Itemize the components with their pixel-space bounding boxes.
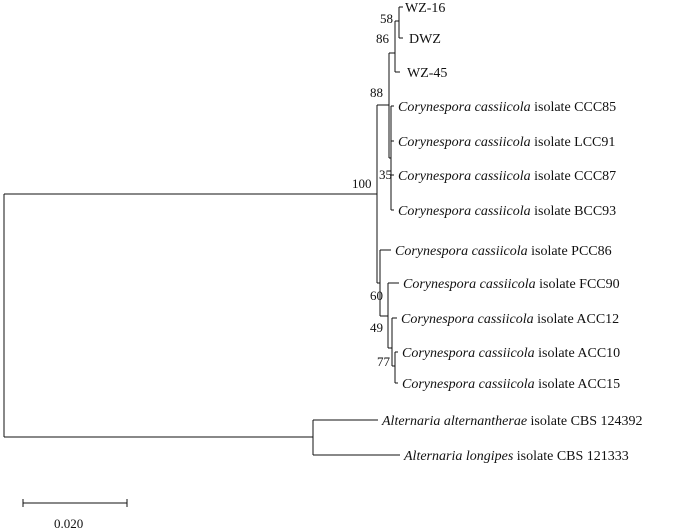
support-value: 49: [370, 320, 383, 335]
support-value: 60: [370, 288, 383, 303]
taxon-label-pcc86: Corynespora cassiicola isolate PCC86: [395, 244, 612, 259]
support-value: 35: [379, 167, 392, 182]
taxon-label-acc12: Corynespora cassiicola isolate ACC12: [401, 312, 619, 327]
support-value: 88: [370, 85, 383, 100]
taxon-label-wz45: WZ-45: [407, 66, 447, 81]
taxon-label-acc15: Corynespora cassiicola isolate ACC15: [402, 377, 620, 392]
support-value: 58: [380, 11, 393, 26]
taxon-label-dwz: DWZ: [409, 32, 441, 47]
taxon-label-bcc93: Corynespora cassiicola isolate BCC93: [398, 204, 616, 219]
taxon-label-ccc85: Corynespora cassiicola isolate CCC85: [398, 100, 616, 115]
taxon-label-ccc87: Corynespora cassiicola isolate CCC87: [398, 169, 616, 184]
taxon-label-wz16: WZ-16: [405, 1, 445, 16]
taxon-label-lcc91: Corynespora cassiicola isolate LCC91: [398, 135, 615, 150]
taxon-label-fcc90: Corynespora cassiicola isolate FCC90: [403, 277, 620, 292]
taxon-label-alt-longipes: Alternaria longipes isolate CBS 121333: [403, 449, 629, 464]
taxon-label-acc10: Corynespora cassiicola isolate ACC10: [402, 346, 620, 361]
support-value: 86: [376, 31, 390, 46]
scale-bar-label: 0.020: [54, 516, 83, 531]
taxon-label-alt-alternantherae: Alternaria alternantherae isolate CBS 12…: [381, 414, 643, 429]
support-value: 77: [377, 354, 391, 369]
support-value: 100: [352, 176, 372, 191]
